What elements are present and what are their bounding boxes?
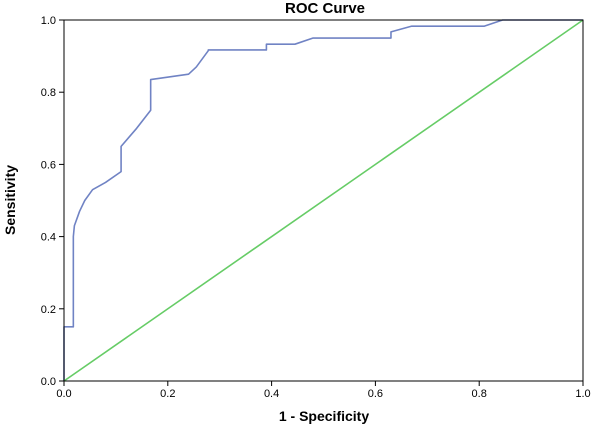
y-tick-label: 0.4 xyxy=(41,232,56,244)
y-axis-title: Sensitivity xyxy=(2,165,18,235)
x-tick-label: 0.0 xyxy=(56,388,71,400)
axis-layer: 0.0 0.2 0.4 0.6 0.8 1.0 0.0 0.2 0.4 0.6 0.8 1.0 xyxy=(41,15,591,400)
plot-frame xyxy=(63,19,584,382)
y-tick-label: 0.0 xyxy=(41,376,56,388)
x-tick-label: 0.6 xyxy=(368,388,383,400)
y-tick-label: 0.8 xyxy=(41,87,56,99)
plot-layer xyxy=(63,19,584,382)
chart-title: ROC Curve xyxy=(285,0,365,17)
reference-diagonal-line xyxy=(63,19,584,382)
x-tick-label: 1.0 xyxy=(575,388,590,400)
y-tick-label: 0.6 xyxy=(41,159,56,171)
text-layer: ROC Curve 1 - Specificity Sensitivity xyxy=(2,0,369,424)
x-axis-title: 1 - Specificity xyxy=(279,408,369,424)
x-tick-label: 0.2 xyxy=(160,388,175,400)
x-tick-label: 0.8 xyxy=(472,388,487,400)
roc-curve-line xyxy=(63,19,583,381)
y-tick-label: 1.0 xyxy=(41,15,56,27)
x-tick-label: 0.4 xyxy=(264,388,279,400)
y-tick-label: 0.2 xyxy=(41,304,56,316)
